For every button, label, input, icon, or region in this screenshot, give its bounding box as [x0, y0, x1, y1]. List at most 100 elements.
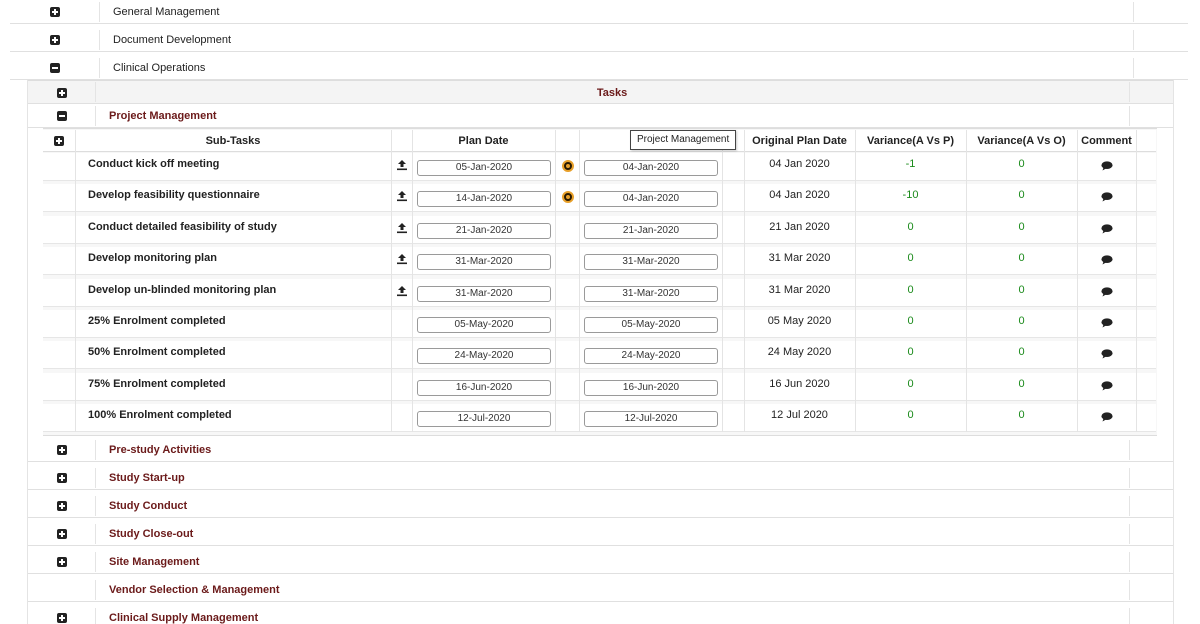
divider — [95, 440, 96, 460]
plan-date-input[interactable]: 31-Mar-2020 — [417, 286, 551, 302]
plan-date-input[interactable]: 21-Jan-2020 — [417, 223, 551, 239]
variance-a-vs-p: 0 — [907, 315, 914, 327]
divider — [95, 608, 96, 624]
tasks-header: Tasks — [596, 87, 628, 99]
plan-date-input[interactable]: 24-May-2020 — [417, 348, 551, 364]
divider — [1129, 106, 1130, 126]
task-row[interactable]: Study Conduct — [27, 494, 1173, 518]
plan-date-input[interactable]: 16-Jun-2020 — [417, 380, 551, 396]
actual-date-input[interactable]: 31-Mar-2020 — [584, 254, 718, 270]
divider — [99, 58, 100, 78]
warning-icon[interactable] — [562, 191, 574, 203]
divider — [1077, 130, 1078, 432]
category-row[interactable]: General Management — [10, 0, 1188, 24]
actual-date-input[interactable]: 04-Jan-2020 — [584, 191, 718, 207]
warning-icon[interactable] — [562, 160, 574, 172]
minus-square-icon[interactable] — [50, 63, 60, 73]
comment-icon[interactable] — [1101, 287, 1113, 297]
upload-icon[interactable] — [396, 190, 408, 202]
plus-square-icon[interactable] — [57, 557, 67, 567]
divider — [95, 552, 96, 572]
plus-square-icon[interactable] — [54, 136, 64, 146]
original-plan-date: 05 May 2020 — [767, 315, 832, 327]
plus-square-icon[interactable] — [57, 529, 67, 539]
actual-date-input[interactable]: 12-Jul-2020 — [584, 411, 718, 427]
comment-icon[interactable] — [1101, 255, 1113, 265]
upload-icon[interactable] — [396, 285, 408, 297]
task-row[interactable]: Study Close-out — [27, 522, 1173, 546]
actual-date-input[interactable]: 24-May-2020 — [584, 348, 718, 364]
task-label: Study Close-out — [109, 528, 194, 540]
actual-date-input[interactable]: 05-May-2020 — [584, 317, 718, 333]
minus-square-icon[interactable] — [57, 111, 67, 121]
variance-a-vs-o: 0 — [1018, 378, 1025, 390]
divider — [99, 2, 100, 22]
divider — [95, 580, 96, 600]
task-row[interactable]: Site Management — [27, 550, 1173, 574]
comment-icon[interactable] — [1101, 224, 1113, 234]
subtask-name: 25% Enrolment completed — [88, 315, 226, 327]
comment-icon[interactable] — [1101, 412, 1113, 422]
divider — [95, 468, 96, 488]
divider — [412, 130, 413, 432]
plus-square-icon[interactable] — [57, 613, 67, 623]
variance-a-vs-o: 0 — [1018, 346, 1025, 358]
actual-date-input[interactable]: 04-Jan-2020 — [584, 160, 718, 176]
plus-square-icon[interactable] — [57, 445, 67, 455]
task-label: Pre-study Activities — [109, 444, 212, 456]
original-plan-date: 16 Jun 2020 — [769, 378, 830, 390]
original-plan-date: 31 Mar 2020 — [768, 284, 831, 296]
task-row[interactable]: Study Start-up — [27, 466, 1173, 490]
plan-date-input[interactable]: 31-Mar-2020 — [417, 254, 551, 270]
task-row[interactable]: Pre-study Activities — [27, 438, 1173, 462]
task-row[interactable]: Vendor Selection & Management — [27, 578, 1173, 602]
plus-square-icon[interactable] — [50, 35, 60, 45]
variance-a-vs-p: 0 — [907, 378, 914, 390]
variance-a-vs-o: 0 — [1018, 284, 1025, 296]
task-row[interactable]: Clinical Supply Management — [27, 606, 1173, 624]
comment-icon[interactable] — [1101, 192, 1113, 202]
comment-icon[interactable] — [1101, 318, 1113, 328]
plan-date-input[interactable]: 05-Jan-2020 — [417, 160, 551, 176]
comment-icon[interactable] — [1101, 161, 1113, 171]
plus-square-icon[interactable] — [57, 88, 67, 98]
variance-a-vs-o: 0 — [1018, 315, 1025, 327]
category-label: Clinical Operations — [113, 62, 206, 74]
category-label: General Management — [113, 6, 220, 18]
subtask-name: 75% Enrolment completed — [88, 378, 226, 390]
plus-square-icon[interactable] — [57, 473, 67, 483]
variance-a-vs-p: 0 — [907, 409, 914, 421]
subtask-name: Conduct detailed feasibility of study — [88, 221, 277, 233]
original-plan-date: 21 Jan 2020 — [769, 221, 830, 233]
plan-date-input[interactable]: 05-May-2020 — [417, 317, 551, 333]
upload-icon[interactable] — [396, 253, 408, 265]
category-row[interactable]: Document Development — [10, 28, 1188, 52]
divider — [1129, 552, 1130, 572]
actual-date-input[interactable]: 31-Mar-2020 — [584, 286, 718, 302]
plan-date-input[interactable]: 14-Jan-2020 — [417, 191, 551, 207]
actual-date-input[interactable]: 16-Jun-2020 — [584, 380, 718, 396]
divider — [95, 496, 96, 516]
task-label: Project Management — [109, 110, 217, 122]
comment-icon[interactable] — [1101, 349, 1113, 359]
plus-square-icon[interactable] — [50, 7, 60, 17]
category-row[interactable]: Clinical Operations — [10, 56, 1188, 80]
divider — [95, 524, 96, 544]
column-header-original-plan-date: Original Plan Date — [752, 135, 847, 147]
plus-square-icon[interactable] — [57, 501, 67, 511]
plan-date-input[interactable]: 12-Jul-2020 — [417, 411, 551, 427]
comment-icon[interactable] — [1101, 381, 1113, 391]
variance-a-vs-p: 0 — [907, 346, 914, 358]
task-row-expanded[interactable]: Project Management — [27, 104, 1173, 128]
original-plan-date: 04 Jan 2020 — [769, 189, 830, 201]
divider — [75, 130, 76, 432]
actual-date-input[interactable]: 21-Jan-2020 — [584, 223, 718, 239]
column-header-variance-ao: Variance(A Vs O) — [977, 135, 1066, 147]
upload-icon[interactable] — [396, 159, 408, 171]
divider — [744, 130, 745, 432]
variance-a-vs-o: 0 — [1018, 158, 1025, 170]
divider — [99, 30, 100, 50]
divider — [1173, 80, 1174, 624]
upload-icon[interactable] — [396, 222, 408, 234]
divider — [1129, 440, 1130, 460]
